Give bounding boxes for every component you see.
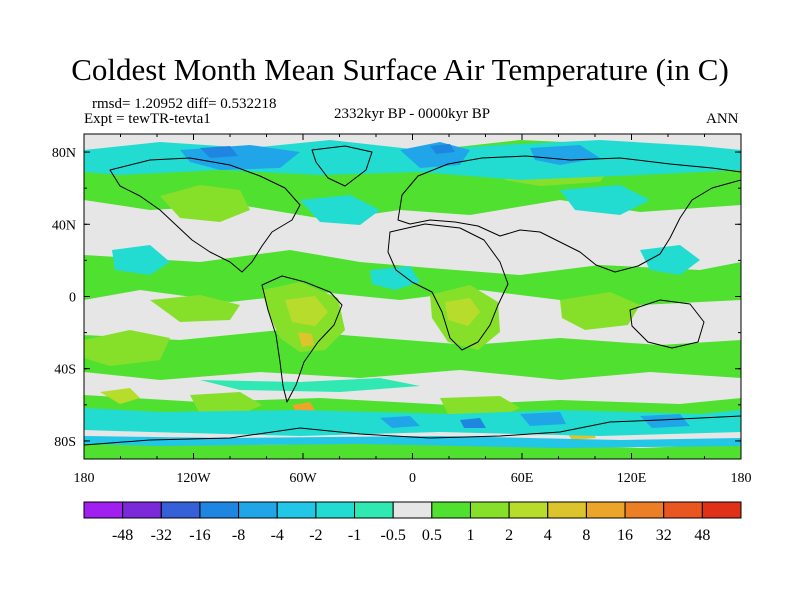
colorbar-label: -2 (309, 527, 322, 544)
x-tick-label: 120E (617, 471, 647, 486)
y-tick-label: 80N (52, 146, 76, 161)
colorbar-label: 32 (656, 527, 672, 544)
x-tick-label: 180 (731, 471, 752, 486)
colorbar-swatch (354, 501, 394, 519)
antarctic-blue-2 (520, 412, 566, 426)
colorbar-label: -1 (348, 527, 361, 544)
east-asia-cool (640, 245, 700, 275)
colorbar-swatch (624, 501, 665, 519)
colorbar-label: -32 (151, 527, 172, 544)
antarctic-blue-4 (460, 418, 486, 428)
colorbar-swatch (585, 501, 626, 519)
north-america-warm (160, 185, 250, 222)
africa-coast (387, 223, 509, 351)
colorbar-label: 1 (466, 527, 474, 544)
south-america-coast (261, 275, 343, 403)
colorbar-swatch (469, 501, 510, 519)
y-tick-label: 40S (54, 363, 76, 378)
x-tick-label: 180 (74, 471, 95, 486)
antarctic-blue-3 (640, 414, 690, 428)
antarctic-blue-1 (380, 416, 420, 428)
colorbar-swatch (431, 501, 471, 519)
colorbar-label: 8 (582, 527, 590, 544)
australia-coast (629, 299, 705, 349)
colorbar-swatch (83, 501, 124, 519)
y-tick-label: 40N (52, 218, 76, 233)
colorbar-swatch (199, 501, 240, 519)
colorbar-swatch (160, 501, 201, 519)
antarctica-coast (84, 415, 741, 446)
indian-ocean-warm (560, 292, 640, 330)
chart-title: Coldest Month Mean Surface Air Temperatu… (71, 52, 729, 87)
colorbar-label: -16 (189, 527, 210, 544)
colorbar-label: -48 (112, 527, 133, 544)
colorbar-swatch (238, 501, 278, 519)
colorbar-swatch (392, 501, 433, 519)
colorbar-label: -0.5 (381, 527, 406, 544)
barents-strong-cool (430, 144, 455, 154)
colorbar-swatch (276, 501, 317, 519)
colorbar-label: 4 (544, 527, 552, 544)
eurasia-coast (397, 155, 741, 273)
period-label: 2332kyr BP - 0000kyr BP (333, 106, 491, 122)
x-tick-label: 60W (289, 471, 317, 486)
congo-strong-warm (445, 298, 480, 326)
tropical-atlantic-cool (370, 266, 420, 290)
sh-green-band (84, 330, 741, 380)
x-tick-label: 60E (511, 471, 534, 486)
colorbar-swatch (701, 501, 742, 519)
colorbar-swatch (122, 501, 162, 519)
antarctic-coast-cool (84, 436, 741, 448)
colorbar-label: 0.5 (422, 527, 442, 544)
colorbar-swatch (547, 501, 587, 519)
north-pacific-warm (84, 330, 170, 366)
experiment-label: Expt = tewTR-tevta1 (84, 111, 211, 127)
pacific-strong-warm (100, 388, 140, 404)
colorbar-label: 16 (617, 527, 633, 544)
x-axis: 180 120W 60W 0 60E 120E 180 (74, 134, 752, 486)
amazon-strong-warm (285, 296, 328, 326)
colorbar-label: 48 (694, 527, 710, 544)
stats-line: rmsd= 1.20952 diff= 0.532218 (92, 96, 277, 112)
southern-ocean-cyan-strip (200, 378, 420, 392)
colorbar-label: -4 (271, 527, 284, 544)
x-tick-label: 120W (176, 471, 211, 486)
coastlines (84, 145, 741, 446)
map-plot-area (83, 133, 742, 460)
south-pacific-warm (190, 392, 262, 415)
y-tick-label: 80S (54, 435, 76, 450)
season-label: ANN (706, 111, 739, 127)
y-tick-label: 0 (69, 291, 76, 306)
x-tick-label: 0 (409, 471, 416, 486)
colorbar-swatch (508, 501, 549, 519)
central-pacific-warm (150, 295, 240, 322)
greenland-coast (311, 145, 373, 187)
y-axis: 80N 40N 0 40S 80S (52, 146, 741, 450)
colorbar-swatch (315, 501, 356, 519)
colorbar-swatch (663, 501, 703, 519)
colorbar: -48 -32 -16 -8 -4 -2 -1 -0.5 0.5 1 2 4 8 16 32 48 (83, 501, 742, 544)
north-pacific-cool (112, 245, 170, 275)
siberia-cool (560, 185, 650, 215)
canadian-archipelago-strong-cool (200, 146, 238, 158)
colorbar-label: 2 (505, 527, 513, 544)
north-america-coast (109, 157, 301, 273)
north-atlantic-cool (300, 195, 380, 225)
colorbar-label: -8 (232, 527, 245, 544)
patagonia-strong-warm (298, 332, 314, 347)
